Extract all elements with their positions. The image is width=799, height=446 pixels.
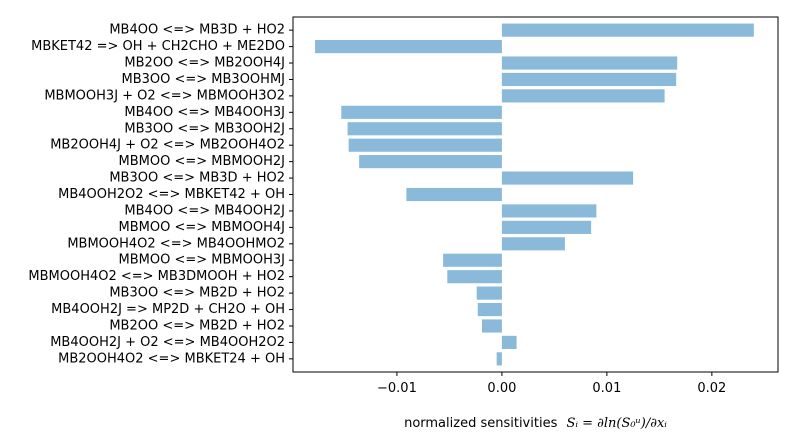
bar [406, 187, 502, 202]
bar [501, 72, 677, 87]
bar [315, 40, 502, 54]
category-label: MB4OOH2J + O2 <=> MB4OOH2O2 [50, 335, 285, 350]
category-label: MB4OO <=> MB4OOH3J [124, 105, 285, 120]
bar [501, 171, 634, 185]
bar [501, 23, 754, 37]
category-label: MBMOO <=> MBMOOH3J [119, 253, 285, 268]
category-label: MBMOOH4O2 <=> MB3DMOOH + HO2 [28, 269, 285, 284]
bar [476, 286, 502, 300]
category-label: MB2OOH4J + O2 <=> MB2OOH4O2 [50, 138, 285, 153]
x-tick-label: −0.01 [377, 381, 417, 396]
bar [447, 270, 502, 284]
category-label: MB4OOH2J => MP2D + CH2O + OH [51, 302, 285, 317]
bars-group [315, 23, 754, 366]
category-label: MBMOO <=> MBMOOH4J [119, 220, 285, 235]
bar [501, 237, 565, 251]
x-tick-label: 0.01 [592, 381, 621, 396]
bar [348, 138, 502, 152]
category-label: MBMOOH4O2 <=> MB4OOHMO2 [67, 236, 285, 251]
category-label: MB4OO <=> MB3D + HO2 [109, 23, 285, 38]
plot-frame [292, 16, 779, 373]
category-label: MBMOOH3J + O2 <=> MBMOOH3O2 [44, 88, 285, 103]
bar [501, 335, 517, 349]
category-label: MB3OO <=> MB3D + HO2 [109, 171, 285, 186]
bar [341, 105, 502, 119]
bar [443, 253, 502, 267]
x-axis-ticks: −0.01 0.00 0.01 0.02 [377, 372, 726, 396]
x-axis-label: normalized sensitivities Sᵢ = ∂ln(S₀ᵘ)/∂… [404, 416, 667, 431]
bar [477, 302, 502, 317]
category-label: MB3OO <=> MB3OOHMJ [121, 72, 285, 87]
category-label: MB3OO <=> MB3OOH2J [124, 121, 285, 136]
bar [501, 204, 597, 218]
x-axis-label-text: normalized sensitivities [404, 416, 557, 431]
category-label: MB2OO <=> MB2D + HO2 [109, 318, 285, 333]
bar [501, 56, 678, 70]
category-label: MB2OO <=> MB2OOH4J [124, 56, 285, 71]
bar [347, 122, 502, 136]
category-label: MB3OO <=> MB2D + HO2 [109, 286, 285, 301]
category-label: MB4OOH2O2 <=> MBKET42 + OH [58, 187, 285, 202]
bar [481, 319, 502, 333]
bar [359, 155, 502, 169]
category-label: MB2OOH4O2 <=> MBKET24 + OH [58, 351, 285, 366]
x-axis-label-formula: Sᵢ = ∂ln(S₀ᵘ)/∂xᵢ [566, 416, 667, 431]
category-label: MBKET42 => OH + CH2CHO + ME2DO [31, 39, 285, 54]
category-label: MB4OO <=> MB4OOH2J [124, 203, 285, 218]
bar [501, 89, 665, 103]
bar [496, 352, 502, 366]
category-label: MBMOO <=> MBMOOH2J [119, 154, 285, 169]
x-tick-label: 0.00 [487, 381, 516, 396]
bar [501, 220, 592, 234]
x-tick-label: 0.02 [697, 381, 726, 396]
